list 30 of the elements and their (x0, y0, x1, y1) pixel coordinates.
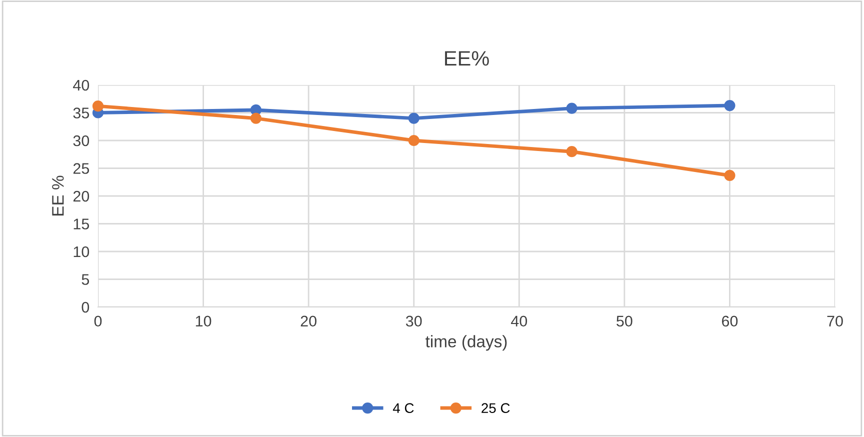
y-tick-label: 30 (73, 135, 90, 146)
legend-label: 4 C (392, 403, 414, 414)
x-tick-label: 60 (722, 316, 738, 327)
x-tick-label: 20 (300, 316, 316, 327)
point (408, 112, 420, 124)
point (724, 170, 736, 182)
point (408, 134, 420, 146)
point (724, 100, 736, 112)
point (250, 112, 262, 124)
y-tick-label: 10 (74, 246, 90, 258)
y-tick-label: 20 (73, 190, 90, 202)
x-axis-title: time (days) (426, 335, 507, 351)
y-tick-label: 40 (73, 80, 90, 91)
y-tick-label: 15 (74, 218, 90, 230)
point (566, 102, 578, 114)
x-tick-label: 70 (827, 316, 843, 327)
y-tick-label: 35 (73, 108, 90, 118)
x-tick-label: 0 (94, 316, 102, 327)
y-axis-title: EE % (52, 176, 64, 216)
x-tick-label: 40 (511, 316, 528, 327)
y-tick-label: 25 (73, 163, 90, 174)
y-tick-label: 5 (82, 274, 90, 285)
x-tick-label: 30 (406, 316, 422, 327)
legend-label: 25 C (482, 403, 510, 414)
x-tick-label: 50 (616, 316, 632, 327)
y-tick-label: 0 (82, 302, 90, 313)
point (566, 146, 578, 158)
x-tick-label: 10 (196, 316, 212, 327)
chart-title: EE% (445, 51, 489, 66)
point (92, 100, 104, 112)
